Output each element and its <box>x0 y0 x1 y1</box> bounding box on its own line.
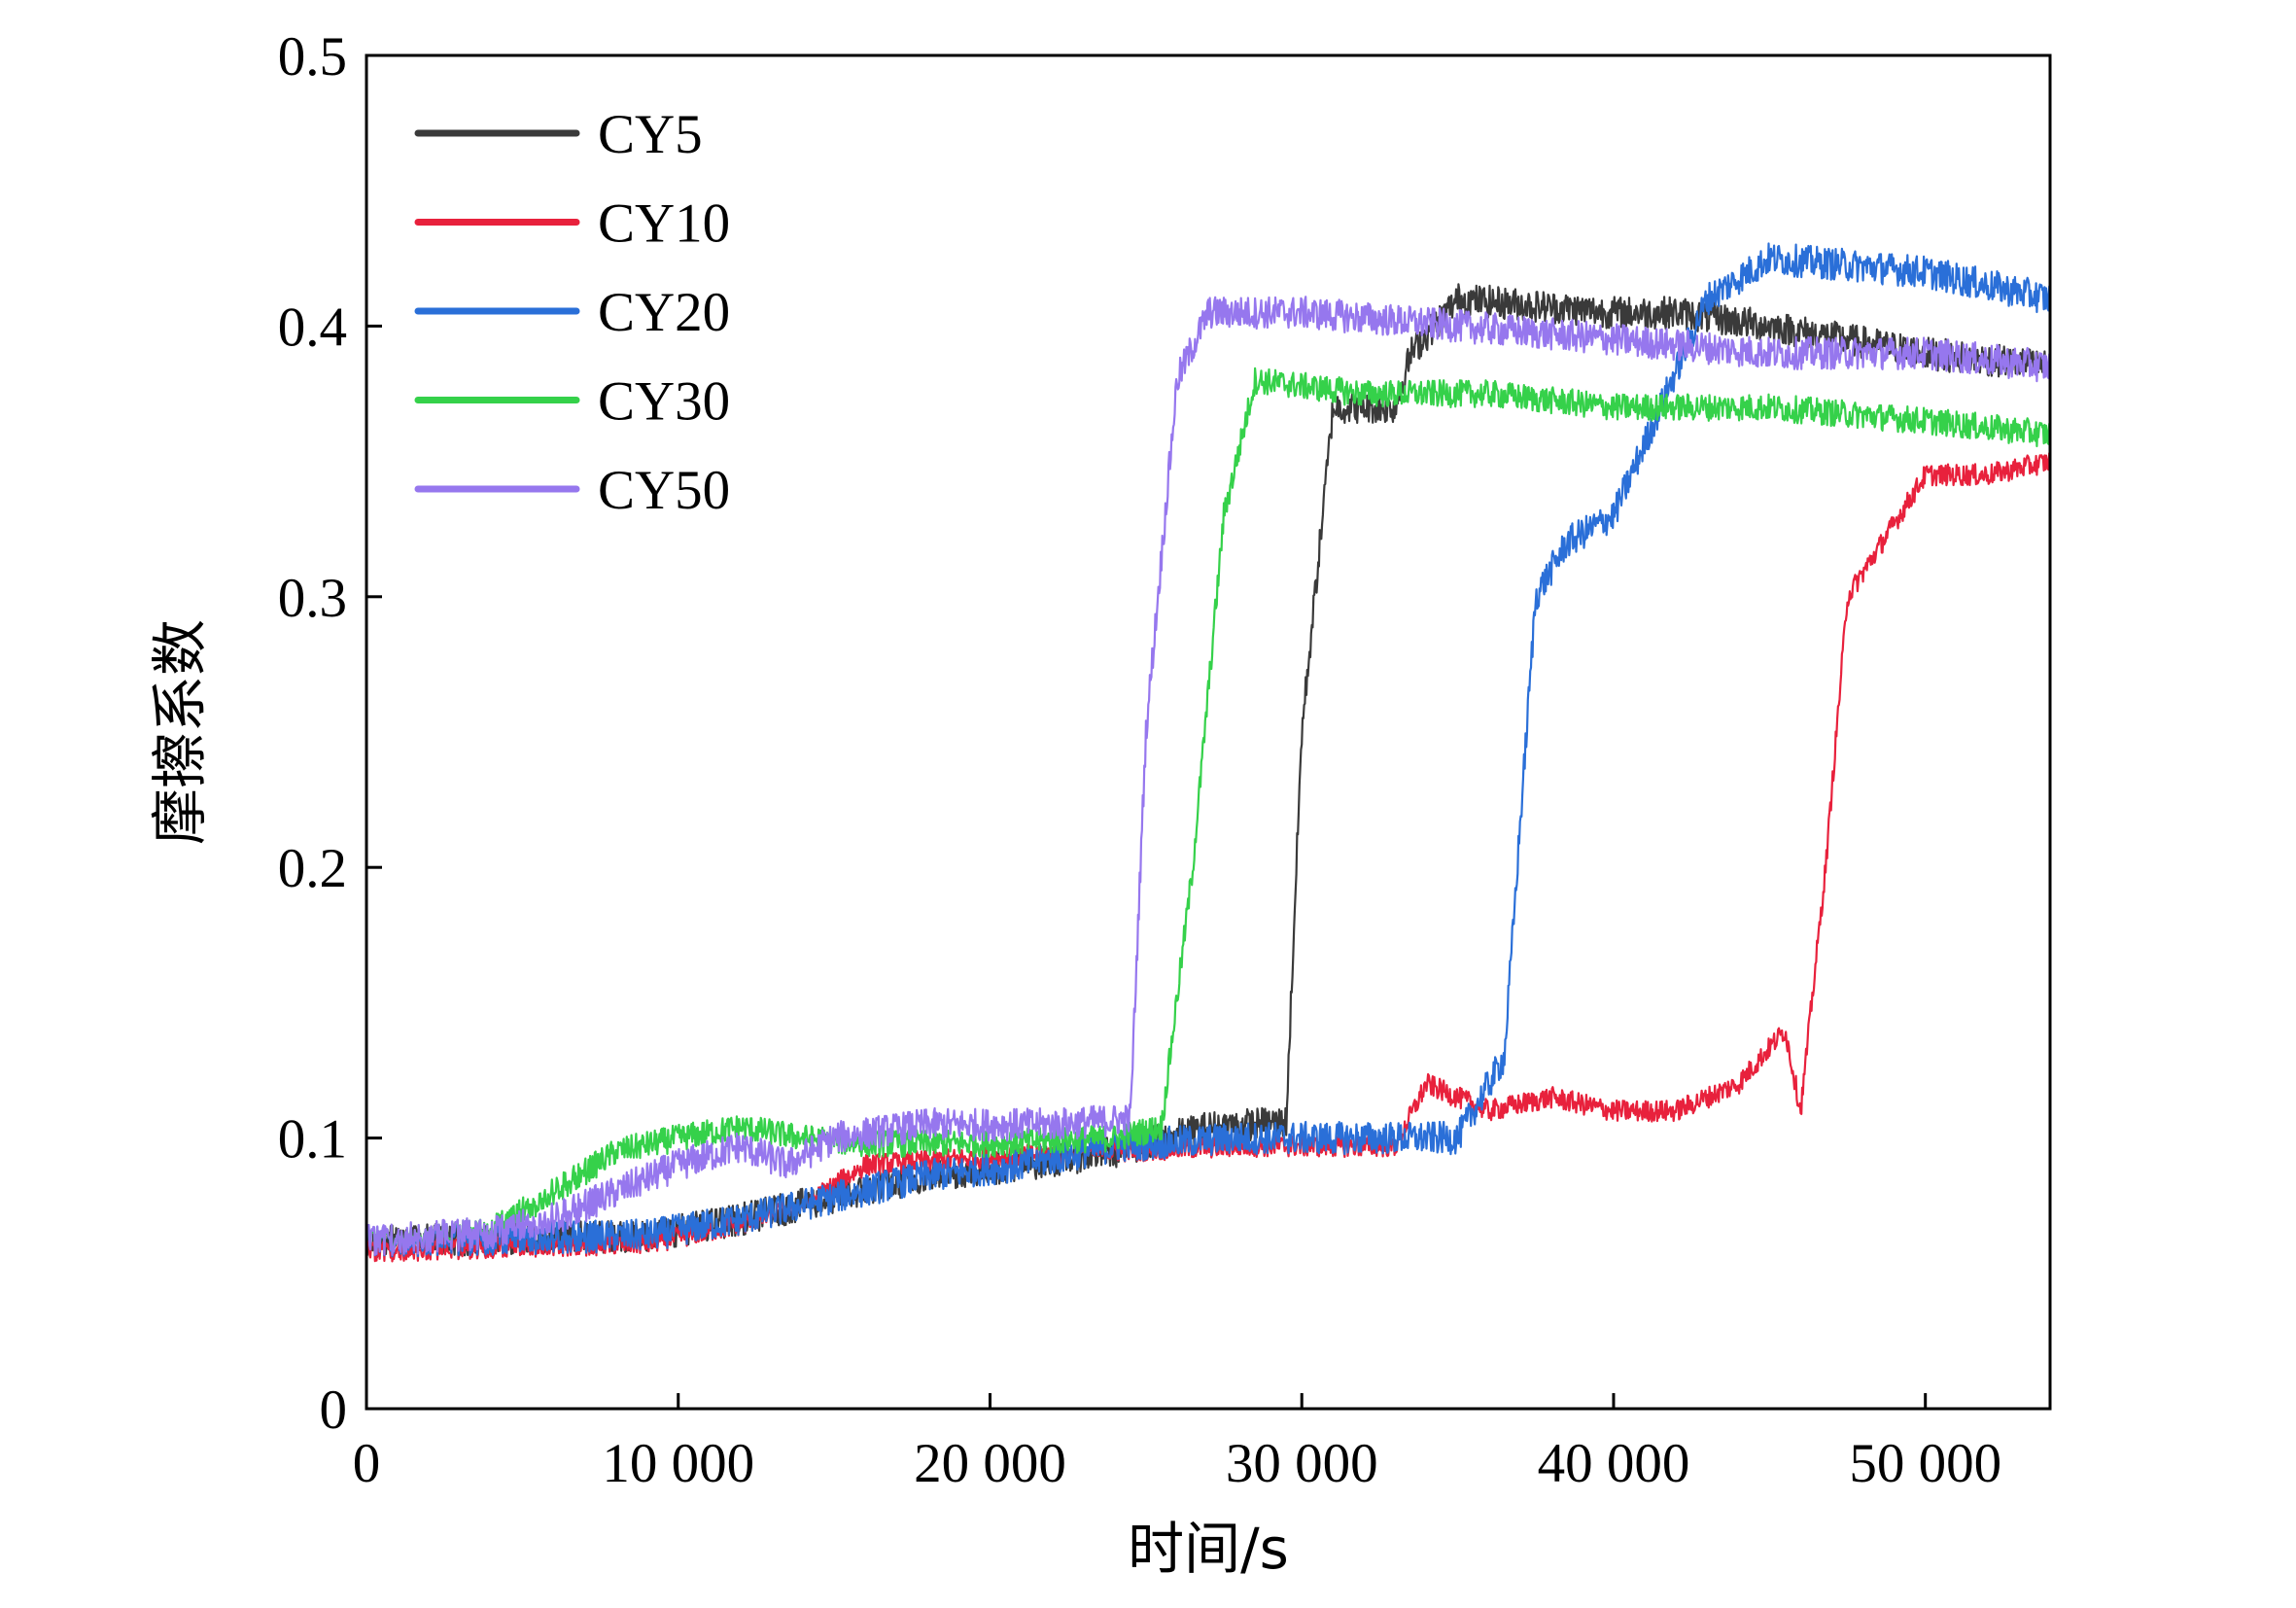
x-tick-label: 50 000 <box>1849 1433 2001 1494</box>
legend-label-cy10: CY10 <box>598 193 730 255</box>
series-line-cy30 <box>365 367 2052 1254</box>
legend-label-cy20: CY20 <box>598 282 730 343</box>
y-axis-title: 摩擦系数 <box>147 619 213 845</box>
y-tick-label: 0 <box>320 1380 348 1441</box>
y-tick-label: 0.4 <box>278 297 347 358</box>
legend-label-cy5: CY5 <box>598 104 703 165</box>
y-tick-label: 0.2 <box>278 838 347 899</box>
x-tick-label: 40 000 <box>1538 1433 1690 1494</box>
x-tick-label: 30 000 <box>1226 1433 1378 1494</box>
x-tick-label: 0 <box>353 1433 381 1494</box>
x-axis: 0 10 000 20 000 30 000 40 000 50 000 <box>353 1393 2001 1494</box>
y-tick-label: 0.3 <box>278 568 347 629</box>
x-tick-label: 10 000 <box>602 1433 754 1494</box>
series-line-cy50 <box>365 296 2052 1256</box>
legend-label-cy50: CY50 <box>598 460 730 521</box>
x-axis-title: 时间/s <box>1128 1516 1289 1582</box>
y-tick-label: 0.5 <box>278 26 347 87</box>
legend: CY5 CY10 CY20 CY30 CY50 <box>414 104 730 521</box>
plot-frame <box>365 53 2052 1411</box>
y-axis: 0 0.1 0.2 0.3 0.4 0.5 <box>278 26 382 1441</box>
series-line-cy20 <box>365 242 2052 1258</box>
legend-label-cy30: CY30 <box>598 371 730 433</box>
x-tick-label: 20 000 <box>914 1433 1066 1494</box>
series-layer <box>365 242 2052 1263</box>
y-tick-label: 0.1 <box>278 1109 347 1171</box>
